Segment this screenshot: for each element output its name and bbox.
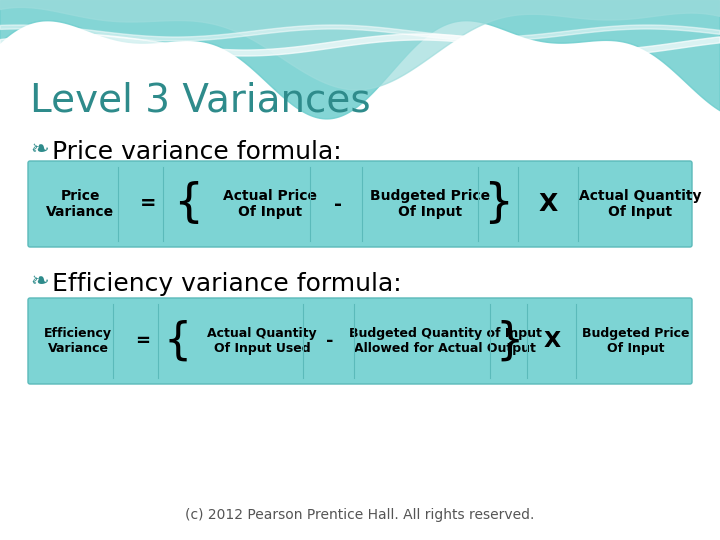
- Text: ❧: ❧: [30, 272, 49, 292]
- Text: -: -: [334, 194, 342, 213]
- Text: X: X: [539, 192, 557, 216]
- Text: {: {: [164, 320, 192, 362]
- Text: {: {: [173, 181, 203, 226]
- Text: }: }: [483, 181, 513, 226]
- Text: Budgeted Price
Of Input: Budgeted Price Of Input: [370, 189, 490, 219]
- Text: =: =: [135, 332, 150, 350]
- Text: =: =: [140, 194, 156, 213]
- Text: Budgeted Quantity of Input
Allowed for Actual Output: Budgeted Quantity of Input Allowed for A…: [348, 327, 541, 355]
- FancyBboxPatch shape: [28, 161, 692, 247]
- Text: Actual Price
Of Input: Actual Price Of Input: [223, 189, 317, 219]
- FancyBboxPatch shape: [28, 298, 692, 384]
- Text: X: X: [544, 331, 561, 351]
- Text: Efficiency variance formula:: Efficiency variance formula:: [52, 272, 402, 296]
- Text: Level 3 Variances: Level 3 Variances: [30, 82, 371, 120]
- Text: }: }: [496, 320, 524, 362]
- Text: -: -: [326, 332, 334, 350]
- Text: Actual Quantity
Of Input Used: Actual Quantity Of Input Used: [207, 327, 317, 355]
- Text: (c) 2012 Pearson Prentice Hall. All rights reserved.: (c) 2012 Pearson Prentice Hall. All righ…: [185, 508, 535, 522]
- Text: Efficiency
Variance: Efficiency Variance: [44, 327, 112, 355]
- Text: Price
Variance: Price Variance: [46, 189, 114, 219]
- Text: ❧: ❧: [30, 140, 49, 160]
- Text: Budgeted Price
Of Input: Budgeted Price Of Input: [582, 327, 690, 355]
- Text: Actual Quantity
Of Input: Actual Quantity Of Input: [579, 189, 701, 219]
- Text: Price variance formula:: Price variance formula:: [52, 140, 341, 164]
